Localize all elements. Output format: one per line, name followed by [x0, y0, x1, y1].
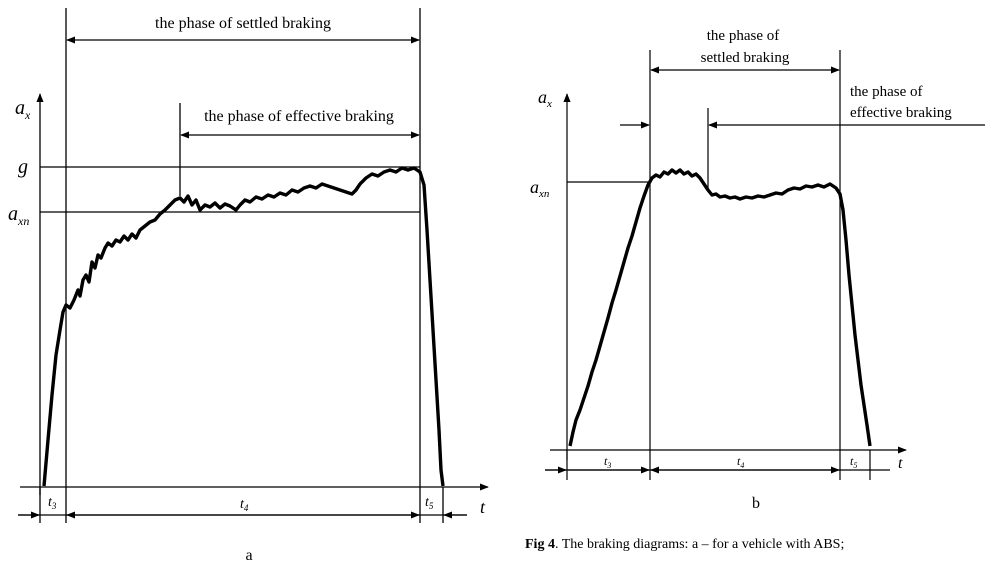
figure-caption: Fig 4. The braking diagrams: a – for a v… [525, 537, 844, 553]
diagram-a-axn-label: axn [8, 203, 29, 228]
diagram-a-g-label: g [18, 156, 28, 178]
diagram-b-settled-label-line1: the phase of [707, 28, 779, 44]
diagram-b [545, 50, 985, 480]
diagram-b-t-axis-label: t [898, 455, 903, 472]
diagram-b-panel-label: b [752, 495, 760, 512]
diagram-b-effective-label-line2: effective braking [850, 105, 952, 121]
diagram-b-t5-label: t5 [850, 454, 857, 470]
diagram-b-deceleration-curve [568, 168, 872, 447]
diagram-b-settled-label-line2: settled braking [701, 50, 790, 66]
diagram-b-axn-label: axn [530, 177, 550, 200]
figure-caption-text: . The braking diagrams: a – for a vehicl… [554, 537, 845, 552]
diagram-a-panel-label: a [245, 547, 252, 563]
diagram-a [18, 8, 489, 523]
diagram-b-t3-label: t3 [604, 454, 611, 470]
diagram-b-t4-label: t4 [737, 454, 744, 470]
diagram-a-labels: the phase of settled braking the phase o… [8, 15, 486, 563]
diagram-a-t5-label: t5 [425, 495, 434, 511]
diagram-b-effective-label-line1: the phase of [850, 84, 922, 100]
diagram-a-t3-label: t3 [48, 495, 57, 511]
diagram-b-axis-y-label: ax [538, 87, 552, 110]
diagram-a-settled-label: the phase of settled braking [155, 15, 331, 32]
diagram-a-effective-label: the phase of effective braking [204, 108, 394, 125]
diagram-b-labels: the phase of settled braking the phase o… [530, 28, 952, 512]
diagram-a-axis-y-label: ax [15, 97, 31, 122]
diagram-a-t4-label: t4 [240, 497, 249, 513]
figure-caption-prefix: Fig 4 [525, 537, 555, 552]
diagram-a-deceleration-curve [42, 166, 445, 487]
diagram-a-t-axis-label: t [480, 497, 486, 517]
